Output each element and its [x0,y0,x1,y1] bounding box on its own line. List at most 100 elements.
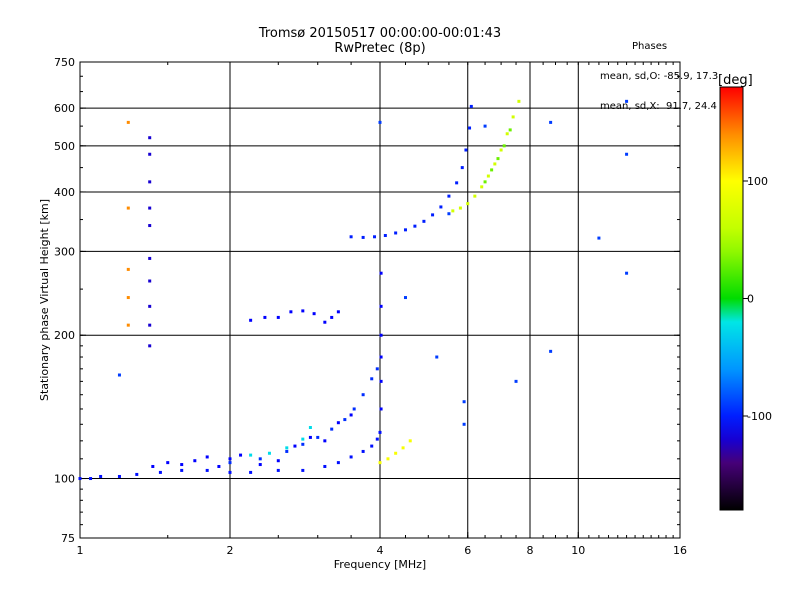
data-point [89,477,93,481]
data-point [217,464,221,468]
data-point [126,267,130,271]
x-tick-label: 6 [464,544,471,557]
data-point [151,464,155,468]
data-point [148,180,152,184]
colorbar-label: [deg] [718,73,753,88]
data-point [370,444,374,448]
data-point [468,126,472,130]
data-point [205,468,209,472]
data-point [379,407,383,411]
data-point [373,235,377,239]
data-point [480,185,484,189]
y-tick-label: 200 [54,329,75,342]
data-point [148,344,152,348]
data-point [361,235,365,239]
data-point [401,446,405,450]
y-tick-label: 300 [54,245,75,258]
data-point [343,418,347,422]
x-axis-label: Frequency [MHz] [334,558,426,571]
data-point [148,224,152,228]
phases-title: Phases [632,41,668,52]
data-point [126,120,130,124]
data-point [383,234,387,238]
data-point [375,367,379,371]
data-point [394,231,398,235]
data-point [464,148,468,152]
data-point [126,206,130,210]
data-point [148,279,152,283]
data-point [403,228,407,232]
data-point [549,349,553,353]
data-point [394,451,398,455]
data-point [483,180,487,184]
title-line-1: Tromsø 20150517 00:00:00-00:01:43 [258,26,502,41]
x-tick-label: 10 [571,544,585,557]
data-point [352,407,356,411]
data-point [166,461,170,465]
data-point [126,296,130,300]
data-point [148,304,152,308]
data-point [469,104,473,108]
data-point [349,413,353,417]
colorbar-tick-label: 100 [747,175,768,188]
data-point [483,124,487,128]
data-point [249,453,253,457]
data-point [431,213,435,217]
data-point [447,212,451,216]
data-point [514,379,518,383]
data-point [148,256,152,260]
data-point [505,132,509,136]
data-point [378,430,382,434]
x-tick-label: 16 [673,544,687,557]
data-point [228,461,232,465]
data-point [276,315,280,319]
data-point [180,463,184,467]
data-point [330,427,334,431]
data-point [323,320,327,324]
data-point [435,355,439,359]
data-point [316,435,320,439]
data-point [379,355,383,359]
data-point [148,323,152,327]
data-point [386,457,390,461]
x-tick-label: 1 [77,544,84,557]
data-point [508,128,512,132]
data-point [180,468,184,472]
data-point [422,219,426,223]
y-tick-label: 500 [54,140,75,153]
data-point [625,99,629,103]
data-point [267,451,271,455]
data-point [378,461,382,465]
data-point [379,333,383,337]
data-point [408,439,412,443]
data-point [370,377,374,381]
data-point [148,206,152,210]
data-point [502,144,506,148]
data-point [349,455,353,459]
colorbar-tick-label: -100 [747,410,772,423]
data-point [413,224,417,228]
data-point [308,435,312,439]
data-point [361,393,365,397]
data-point [249,470,253,474]
data-point [517,99,521,103]
data-point [323,439,327,443]
data-point [549,120,553,124]
data-point [379,271,383,275]
data-point [496,157,500,161]
y-tick-label: 750 [54,56,75,69]
data-point [361,449,365,453]
y-axis-label: Stationary phase Virtual Height [km] [38,199,51,401]
data-point [285,446,289,450]
data-point [99,474,103,478]
y-tick-label: 75 [61,532,75,545]
x-tick-label: 4 [377,544,384,557]
data-point [301,309,305,313]
data-point [462,422,466,426]
data-point [460,166,464,170]
data-point [597,236,601,240]
data-point [379,304,383,308]
data-point [258,463,262,467]
colorbar-tick-label: 0 [747,293,754,306]
